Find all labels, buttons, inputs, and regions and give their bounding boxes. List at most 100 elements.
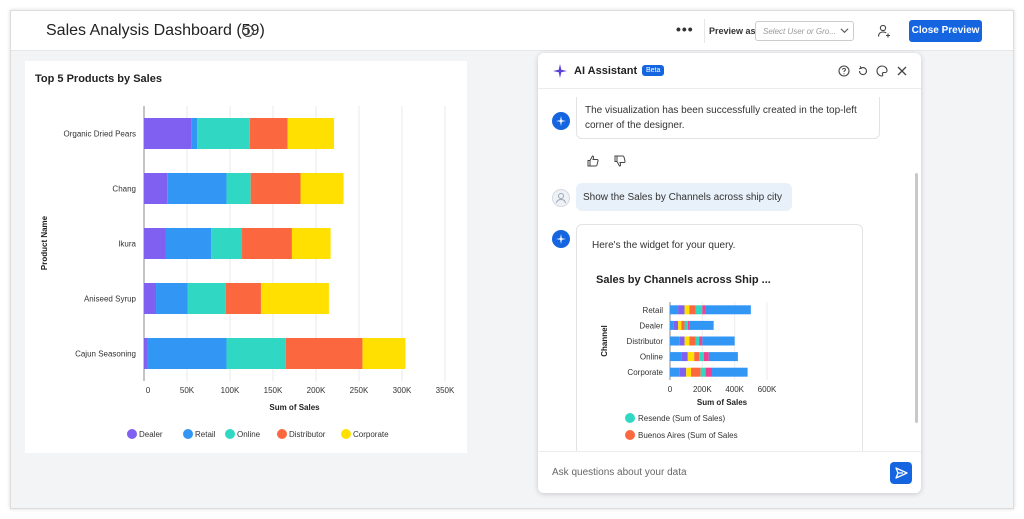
x-tick-label: 300K (393, 386, 412, 395)
page-title: Sales Analysis Dashboard (59) (46, 22, 265, 39)
y-tick-label: Aniseed Syrup (84, 295, 137, 304)
legend-label: Buenos Aires (Sum of Sales (638, 431, 738, 440)
bar-segment (144, 338, 148, 369)
divider (704, 19, 705, 43)
y-tick-label: Online (640, 353, 664, 362)
bar-segment (285, 338, 363, 369)
bar-segment (167, 173, 227, 204)
bar-segment (211, 228, 243, 259)
y-tick-label: Distributor (627, 337, 664, 346)
ai-assistant-panel: AI Assistant Beta The visualization has … (538, 53, 921, 493)
user-avatar (552, 189, 570, 207)
close-preview-button[interactable]: Close Preview (909, 20, 982, 42)
palette-icon[interactable] (876, 65, 888, 77)
send-button[interactable] (890, 462, 912, 484)
bar-segment (695, 336, 700, 346)
chat-input[interactable]: Ask questions about your data (552, 467, 687, 478)
thumbs-up-icon[interactable] (587, 155, 599, 167)
beta-badge: Beta (642, 65, 665, 76)
bar-segment (689, 336, 696, 346)
legend-label: Distributor (289, 430, 326, 439)
x-axis-label: Sum of Sales (269, 403, 320, 412)
bar-segment (702, 336, 735, 346)
user-icon (556, 193, 566, 204)
x-tick-label: 0 (146, 386, 151, 395)
scrollbar[interactable] (915, 173, 918, 423)
bar-segment (226, 338, 286, 369)
bar-segment (703, 352, 709, 362)
ai-assistant-title: AI Assistant (574, 65, 638, 77)
y-tick-label: Retail (643, 306, 664, 315)
y-tick-label: Dealer (639, 321, 663, 330)
more-options-button[interactable]: ••• (676, 21, 694, 37)
bar-segment (673, 320, 679, 330)
x-axis-label: Sum of Sales (697, 398, 748, 407)
bar-segment (687, 320, 690, 330)
x-tick-label: 350K (436, 386, 455, 395)
y-tick-label: Cajun Seasoning (75, 350, 136, 359)
help-icon[interactable] (838, 65, 850, 77)
bar-segment (260, 283, 329, 314)
close-icon[interactable] (896, 65, 908, 77)
x-tick-label: 100K (221, 386, 240, 395)
bar-segment (670, 336, 680, 346)
legend-marker (625, 430, 635, 440)
bar-segment (242, 228, 292, 259)
refresh-icon[interactable] (857, 65, 869, 77)
legend-label: Corporate (353, 430, 389, 439)
bar-segment (686, 367, 692, 377)
chat-input-bar: Ask questions about your data (538, 451, 921, 493)
bot-message: Here's the widget for your query. Sales … (576, 224, 863, 464)
x-tick-label: 0 (668, 385, 673, 394)
bar-segment (684, 305, 690, 315)
bar-segment (689, 320, 714, 330)
bar-segment (670, 367, 680, 377)
thumbs-down-icon[interactable] (614, 155, 626, 167)
legend-marker (625, 413, 635, 423)
chart-widget[interactable]: Top 5 Products by Sales 0 50K 100K 150K 200K… (25, 61, 467, 453)
legend-label: Online (237, 430, 261, 439)
sparkle-icon (556, 234, 566, 244)
info-icon[interactable]: i (242, 25, 254, 37)
user-settings-icon[interactable] (877, 24, 891, 38)
stacked-bar-chart: 0 50K 100K 150K 200K 250K 300K 350K Organic Drie… (40, 106, 455, 439)
sparkle-icon (553, 64, 567, 78)
x-tick-label: 50K (180, 386, 195, 395)
bar-segment (144, 118, 192, 149)
bar-segment (144, 283, 157, 314)
bar-segment (670, 320, 674, 330)
legend-marker (225, 429, 235, 439)
sparkle-icon (556, 116, 566, 126)
x-tick-label: 400K (725, 385, 744, 394)
bar-segment (712, 367, 748, 377)
bot-avatar (552, 230, 570, 248)
bar-segment (678, 320, 682, 330)
bar-segment (226, 173, 251, 204)
legend-label: Retail (195, 430, 216, 439)
bar-segment (144, 228, 166, 259)
bar-segment (678, 305, 685, 315)
chart-title: Top 5 Products by Sales (35, 73, 162, 85)
bar-segment (362, 338, 406, 369)
bar-segment (699, 352, 704, 362)
x-tick-label: 600K (758, 385, 777, 394)
message-text: The visualization has been successfully … (585, 105, 857, 131)
bar-segment (684, 320, 688, 330)
bar-segment (695, 305, 703, 315)
preview-user-select[interactable]: Select User or Gro... (755, 21, 854, 41)
bar-segment (681, 352, 688, 362)
legend-label: Resende (Sum of Sales) (638, 414, 725, 423)
chevron-down-icon (840, 28, 849, 34)
mini-stacked-bar-chart[interactable]: 0 200K 400K 600K Retail Dealer Distributor Onli… (577, 225, 864, 465)
preview-as-label: Preview as (709, 26, 756, 36)
x-tick-label: 150K (264, 386, 283, 395)
y-axis-label: Product Name (40, 215, 49, 270)
app-window: Sales Analysis Dashboard (59) i ••• Prev… (10, 10, 1014, 509)
bar-segment (694, 352, 700, 362)
bar-segment (670, 352, 682, 362)
bar-segment (250, 173, 301, 204)
bar-segment (191, 118, 198, 149)
ai-assistant-header: AI Assistant Beta (538, 53, 921, 89)
bar-segment (144, 173, 168, 204)
bar-segment (147, 338, 227, 369)
